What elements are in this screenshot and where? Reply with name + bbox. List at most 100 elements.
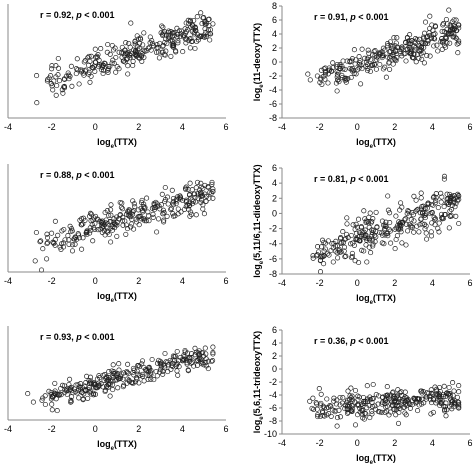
scatter-point [356,54,362,60]
scatter-point [200,34,206,40]
scatter-point [52,388,58,394]
scatter-point [370,381,376,388]
scatter-point [446,384,452,391]
scatter-point [432,24,438,30]
x-tick-label: -2 [48,424,56,434]
scatter-point [178,31,184,37]
scatter-points [307,380,462,429]
scatter-point [382,223,388,230]
scatter-point [450,34,457,40]
scatter-point [210,188,216,194]
scatter-point [344,215,350,221]
correlation-annotation: r = 0.36, p < 0.001 [314,336,389,346]
x-tick-label: -2 [48,122,56,132]
scatter-point [314,401,320,407]
scatter-point [315,244,321,250]
scatter-point [102,221,108,227]
scatter-point [431,31,437,37]
scatter-point [168,206,174,212]
scatter-point [183,36,189,42]
scatter-point [210,358,216,364]
scatter-point [442,406,448,412]
scatter-point [108,202,114,208]
scatter-point [207,189,213,195]
scatter-point [78,222,84,228]
scatter-point [119,218,126,224]
scatter-point [88,53,94,59]
scatter-point [210,351,216,357]
scatter-point [144,367,150,374]
scatter-point [364,62,371,68]
scatter-point [395,387,401,393]
scatter-point [426,393,433,399]
scatter-point [318,76,324,82]
scatter-point [448,24,454,30]
scatter-point [363,219,369,225]
scatter-point [52,380,58,386]
scatter-point [370,241,376,247]
scatter-point [68,397,74,403]
scatter-point [183,199,189,205]
y-tick-label: -6 [269,99,277,109]
scatter-point [352,422,359,428]
scatter-point [68,63,74,69]
scatter-point [387,228,393,234]
scatter-point [128,379,135,385]
scatter-point [30,399,36,405]
scatter-point [341,248,347,254]
scatter-point [447,200,453,206]
scatter-point [437,402,443,409]
scatter-point [73,236,80,243]
scatter-point [411,193,417,199]
scatter-point [49,63,55,69]
scatter-point [370,52,376,58]
scatter-point [422,19,429,25]
scatter-point [319,253,325,259]
scatter-point [107,63,113,69]
x-tick-label: 4 [430,278,435,288]
scatter-point [136,222,142,228]
scatter-point [356,62,362,68]
scatter-point [128,214,134,220]
scatter-point [80,215,87,221]
scatter-point [71,236,77,242]
scatter-point [146,44,152,51]
scatter-point [456,383,462,389]
scatter-point [399,204,405,210]
y-tick-label: 2 [272,43,277,53]
scatter-point [75,381,81,388]
scatter-point [334,423,340,429]
scatter-point [336,70,342,76]
scatter-point [429,209,435,215]
scatter-point [105,376,111,383]
scatter-point [355,216,362,222]
scatter-point [343,75,349,81]
x-tick-label: -4 [4,424,12,434]
scatter-point [362,216,368,222]
scatter-point [87,230,93,236]
scatter-point [140,42,146,48]
x-tick-label: -4 [278,438,286,448]
scatter-point [149,40,156,46]
scatter-point [185,367,191,373]
x-tick-label: 6 [223,276,228,286]
y-axis-label: loge(5,11/6,11-dideoxyTTX) [252,164,265,277]
scatter-point [168,29,174,35]
scatter-point [331,240,337,247]
scatter-point [314,252,320,258]
scatter-point [102,232,108,238]
scatter-point [50,87,56,93]
scatter-point [456,389,462,395]
y-tick-label: -2 [269,71,277,81]
scatter-point [183,197,189,203]
scatter-point [356,394,362,400]
scatter-point [161,217,167,223]
scatter-point [338,235,344,241]
scatter-point [387,210,393,216]
scatter-point [154,42,160,48]
y-tick-label: -4 [269,390,277,400]
y-tick-label: 6 [272,163,277,173]
scatter-point [161,219,167,225]
scatter-point [364,383,370,389]
scatter-point [158,30,164,36]
